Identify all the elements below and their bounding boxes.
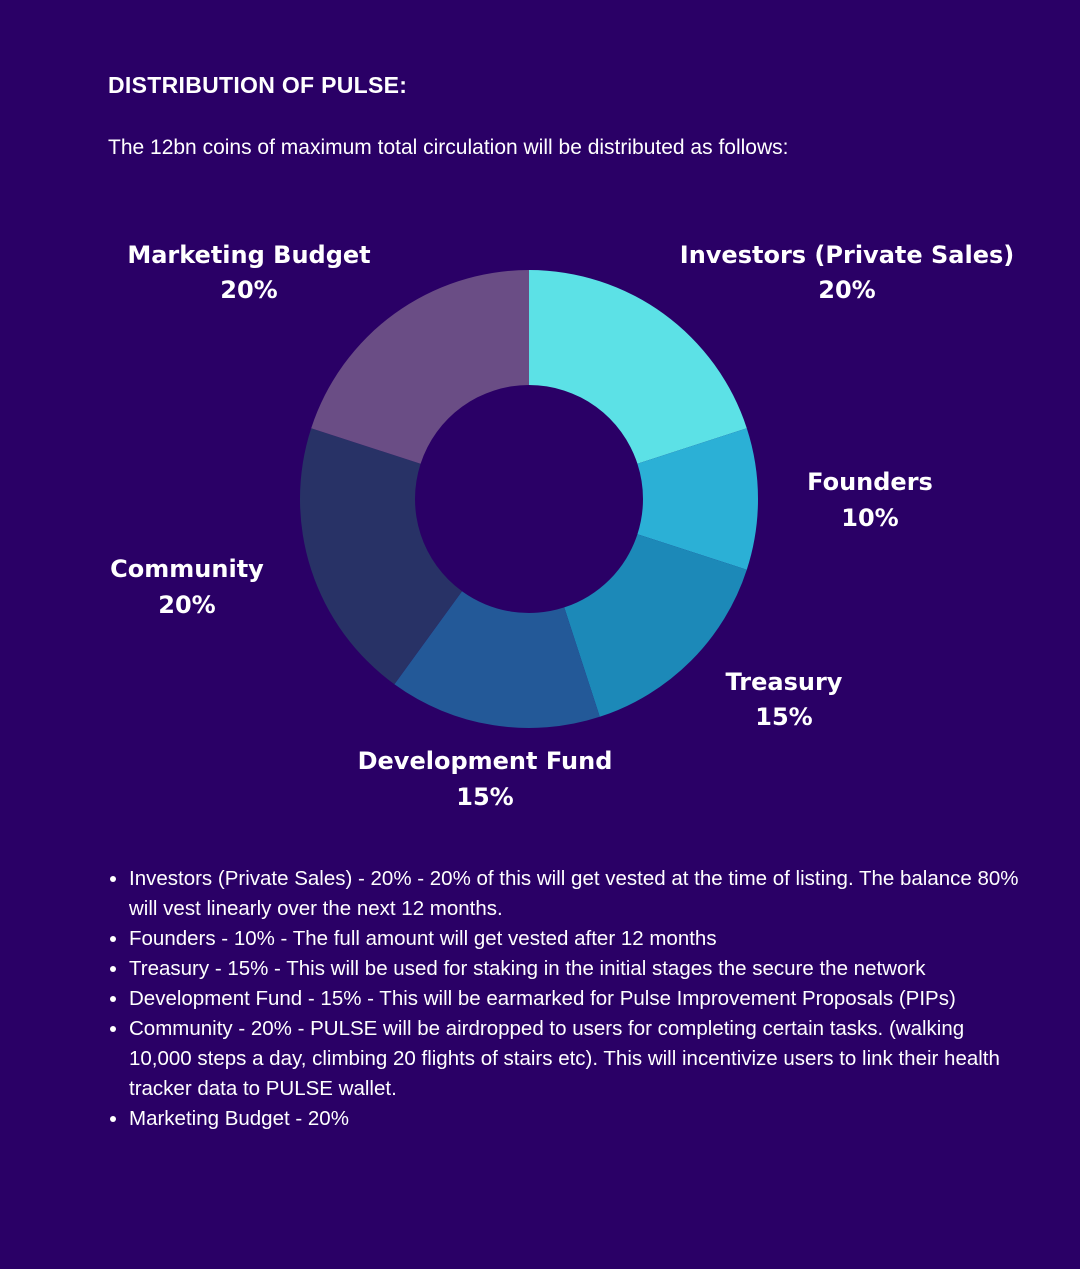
slice-treasury: [564, 534, 747, 717]
list-item: Founders - 10% - The full amount will ge…: [129, 924, 1029, 954]
slice-development-fund: [394, 591, 600, 729]
distribution-notes: Investors (Private Sales) - 20% - 20% of…: [108, 864, 1029, 1134]
slice-marketing-budget: [311, 270, 529, 464]
label-community-value: 20%: [158, 591, 215, 619]
page-title: DISTRIBUTION OF PULSE:: [108, 72, 408, 98]
label-marketing-name: Marketing Budget: [127, 241, 370, 269]
label-founders-value: 10%: [841, 504, 898, 532]
chart-labels: Investors (Private Sales) 20% Founders 1…: [110, 241, 1014, 811]
label-development-name: Development Fund: [358, 747, 613, 775]
slice-investors: [529, 270, 747, 464]
label-development-value: 15%: [456, 783, 513, 811]
donut-chart: Investors (Private Sales) 20% Founders 1…: [110, 241, 1014, 811]
label-investors-name: Investors (Private Sales): [680, 241, 1014, 269]
chart-slices: [300, 270, 759, 729]
label-treasury-value: 15%: [755, 703, 812, 731]
list-item: Marketing Budget - 20%: [129, 1104, 1029, 1134]
label-treasury-name: Treasury: [726, 668, 843, 696]
slice-community: [300, 428, 462, 685]
list-item: Investors (Private Sales) - 20% - 20% of…: [129, 864, 1029, 924]
list-item: Community - 20% - PULSE will be airdropp…: [129, 1014, 1029, 1104]
label-founders-name: Founders: [807, 468, 933, 496]
intro-text: The 12bn coins of maximum total circulat…: [108, 136, 789, 159]
list-item: Treasury - 15% - This will be used for s…: [129, 954, 1029, 984]
slice-founders: [637, 428, 759, 570]
label-investors-value: 20%: [818, 276, 875, 304]
list-item: Development Fund - 15% - This will be ea…: [129, 984, 1029, 1014]
label-marketing-value: 20%: [220, 276, 277, 304]
label-community-name: Community: [110, 555, 264, 583]
